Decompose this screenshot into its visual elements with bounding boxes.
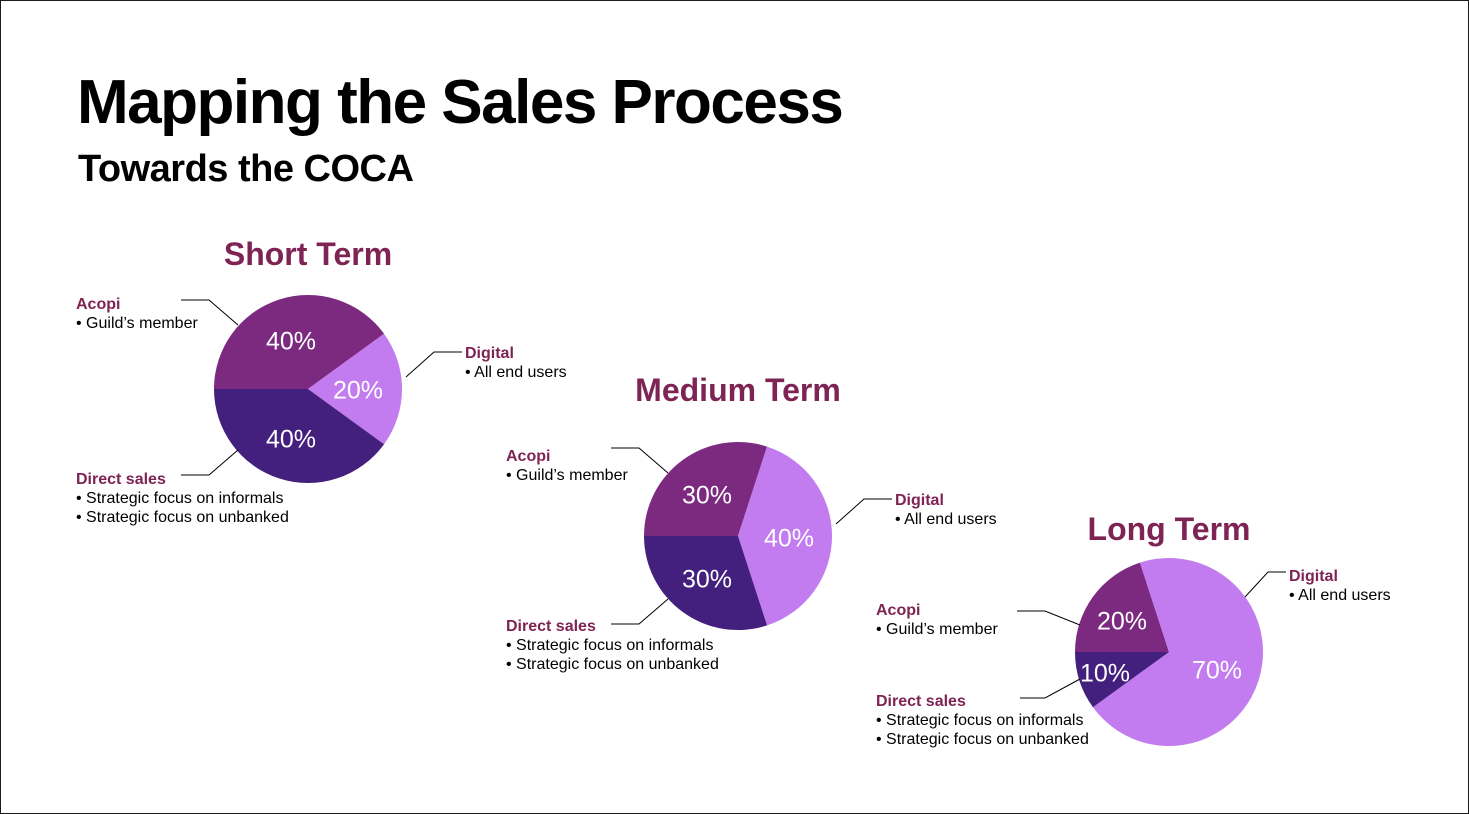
chart-heading: Short Term [224,236,392,272]
callout-title: Direct sales [506,618,596,635]
slide-title: Mapping the Sales Process [77,68,844,137]
pie-slice-digital [738,446,833,626]
chart-heading: Medium Term [635,372,841,408]
pie-value-label: 40% [266,426,316,454]
leader-line [181,299,239,326]
callout-bullet: • Strategic focus on unbanked [76,509,289,526]
callout-bullet: • All end users [465,364,567,381]
pie-slice-direct-sales [214,389,385,484]
callout-title: Acopi [506,448,550,465]
callout-bullet: • Strategic focus on unbanked [876,731,1089,748]
callout-bullet: • Guild’s member [76,315,198,332]
pie-slice-digital [1092,557,1263,746]
callout-bullet: • Strategic focus on informals [506,637,713,654]
pie-slice-direct-sales [644,536,768,631]
pie-slice-direct-sales [1075,652,1169,708]
callout-title: Direct sales [76,471,166,488]
pie-value-label: 10% [1080,660,1130,688]
pie-slice-digital [308,333,403,445]
leader-line [611,447,669,474]
pie-value-label: 20% [1097,608,1147,636]
callout-title: Digital [895,492,944,509]
leader-line [1244,571,1286,598]
pie-slice-acopi [214,294,385,389]
pie-value-label: 40% [764,525,814,553]
callout-bullet: • Guild’s member [876,621,998,638]
slide-subtitle: Towards the COCA [78,148,414,190]
pie-chart-3: Long Term 20% 70% 10% Acopi • Guild’s member D… [876,511,1391,748]
callout-bullet: • All end users [895,511,997,528]
callout-title: Acopi [876,602,920,619]
leader-line [1017,610,1081,626]
callout-bullet: • Guild’s member [506,467,628,484]
callout-bullet: • Strategic focus on unbanked [506,656,719,673]
leader-line [1020,678,1081,699]
callout-bullet: • All end users [1289,587,1391,604]
leader-line [835,498,892,525]
pie-slice-acopi [1075,562,1169,652]
pie-chart-1: Short Term 40% 20% 40% Acopi • Guild’s member… [76,236,567,526]
callout-title: Digital [465,345,514,362]
pie-value-label: 30% [682,566,732,594]
pie-chart-2: Medium Term 30% 40% 30% Acopi • Guild’s membe… [506,372,997,673]
callout-bullet: • Strategic focus on informals [876,712,1083,729]
leader-line [181,449,239,476]
leader-line [611,598,669,625]
pie-value-label: 70% [1192,657,1242,685]
callout-bullet: • Strategic focus on informals [76,490,283,507]
pie-value-label: 30% [682,482,732,510]
callout-title: Digital [1289,568,1338,585]
pie-value-label: 40% [266,328,316,356]
chart-heading: Long Term [1088,511,1251,547]
pie-slice-acopi [644,441,768,536]
leader-line [405,351,462,378]
callout-title: Direct sales [876,693,966,710]
pie-value-label: 20% [333,377,383,405]
callout-title: Acopi [76,296,120,313]
